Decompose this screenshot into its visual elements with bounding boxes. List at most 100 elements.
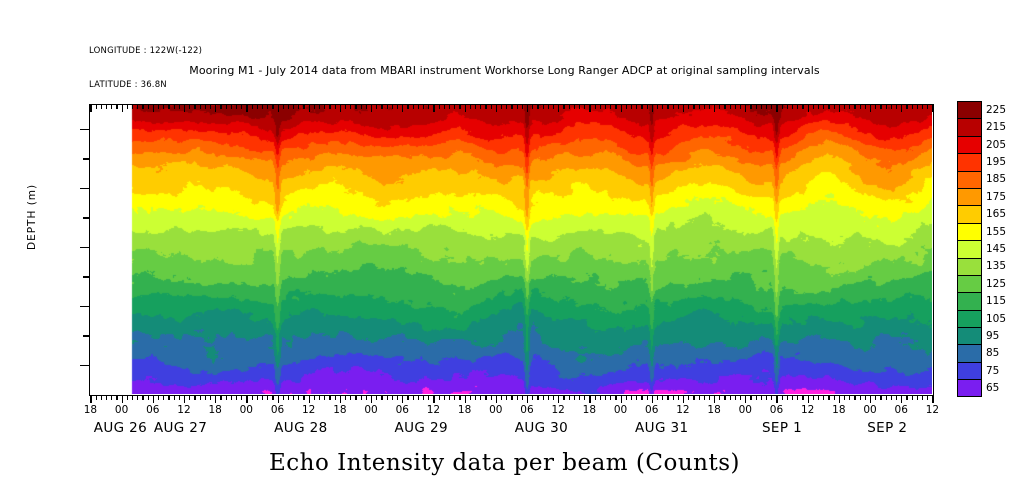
axis-tick xyxy=(781,104,783,109)
axis-tick xyxy=(308,104,310,112)
axis-tick xyxy=(714,394,716,403)
axis-tick xyxy=(833,104,835,109)
axis-tick xyxy=(682,394,685,403)
axis-tick xyxy=(459,394,461,400)
axis-tick xyxy=(319,394,321,400)
colorbar-band xyxy=(957,257,982,275)
axis-tick xyxy=(521,104,523,109)
axis-tick xyxy=(833,394,835,400)
axis-tick xyxy=(334,394,336,400)
axis-tick xyxy=(901,104,903,112)
axis-tick xyxy=(303,104,305,109)
axis-tick xyxy=(714,104,716,112)
axis-tick xyxy=(90,104,92,112)
axis-tick xyxy=(880,394,882,400)
axis-tick xyxy=(225,394,227,400)
axis-tick xyxy=(766,394,768,400)
x-axis-hour-label: 06 xyxy=(769,404,784,416)
axis-tick xyxy=(734,394,737,400)
axis-tick xyxy=(80,305,89,308)
axis-tick xyxy=(407,394,409,400)
axis-tick xyxy=(625,394,627,400)
axis-tick xyxy=(329,394,331,400)
axis-tick xyxy=(537,104,539,109)
axis-tick xyxy=(183,394,186,403)
axis-tick xyxy=(449,104,451,109)
axis-tick xyxy=(698,394,700,400)
axis-tick xyxy=(230,394,232,400)
axis-tick xyxy=(552,104,555,109)
axis-tick xyxy=(724,104,726,109)
x-axis-hour-label: 12 xyxy=(302,404,316,416)
colorbar-tick-label: 165 xyxy=(986,208,1007,221)
axis-tick xyxy=(116,394,118,400)
axis-tick xyxy=(246,394,248,403)
axis-tick xyxy=(599,104,601,109)
axis-tick xyxy=(532,394,534,400)
axis-tick xyxy=(480,104,482,109)
axis-tick xyxy=(807,394,809,403)
colorbar-tick-label: 175 xyxy=(986,190,1007,203)
axis-tick xyxy=(147,104,149,109)
axis-tick xyxy=(584,394,586,400)
axis-tick xyxy=(740,104,742,109)
colorbar-tick-label: 135 xyxy=(986,260,1007,273)
axis-tick xyxy=(241,394,243,400)
axis-tick xyxy=(80,128,89,131)
axis-tick xyxy=(656,104,659,109)
axis-tick xyxy=(464,394,466,403)
axis-tick xyxy=(812,104,815,109)
axis-tick xyxy=(511,394,513,400)
axis-tick xyxy=(412,104,414,109)
axis-tick xyxy=(516,104,518,109)
colorbar-band xyxy=(957,240,982,258)
axis-tick xyxy=(90,394,92,403)
axis-tick xyxy=(896,104,898,109)
axis-tick xyxy=(402,394,404,403)
axis-tick xyxy=(490,104,492,109)
axis-tick xyxy=(651,104,653,112)
axis-tick xyxy=(719,104,721,109)
axis-tick xyxy=(890,104,892,109)
axis-tick xyxy=(199,104,201,109)
axis-tick xyxy=(173,394,175,400)
axis-tick xyxy=(443,104,446,109)
x-axis-hour-label: 06 xyxy=(146,404,160,416)
axis-tick xyxy=(568,394,570,400)
colorbar-band xyxy=(957,118,982,136)
x-axis-day-label: AUG 28 xyxy=(274,420,328,436)
axis-tick xyxy=(495,104,497,112)
axis-tick xyxy=(760,394,763,400)
axis-tick xyxy=(651,394,653,403)
axis-tick xyxy=(293,104,295,109)
x-axis-hour-label: 00 xyxy=(738,404,752,416)
axis-tick xyxy=(802,104,804,109)
axis-tick xyxy=(80,246,89,249)
axis-tick xyxy=(823,104,825,109)
axis-tick xyxy=(599,394,601,400)
x-axis-day-label: SEP 1 xyxy=(761,420,803,436)
axis-tick xyxy=(594,104,596,109)
x-axis-hour-label: 18 xyxy=(83,404,98,416)
axis-tick xyxy=(532,104,534,109)
axis-tick xyxy=(365,394,368,400)
axis-tick xyxy=(885,104,887,109)
axis-tick xyxy=(693,104,695,109)
x-axis-day-label: AUG 30 xyxy=(514,420,569,436)
axis-tick xyxy=(443,394,446,400)
axis-tick xyxy=(615,394,617,400)
axis-tick xyxy=(360,104,362,109)
axis-tick xyxy=(121,394,123,403)
axis-tick xyxy=(355,104,357,109)
x-axis-day-label: AUG 31 xyxy=(635,420,689,436)
x-axis-hour-label: 00 xyxy=(489,404,503,416)
axis-tick xyxy=(885,394,887,400)
axis-tick xyxy=(854,104,856,109)
axis-tick xyxy=(698,104,700,109)
axis-tick xyxy=(423,394,425,400)
axis-tick xyxy=(256,394,258,400)
x-axis-hour-label: 18 xyxy=(457,404,472,416)
axis-tick xyxy=(178,394,180,400)
axis-tick xyxy=(807,104,809,112)
x-axis-hour-label: 00 xyxy=(114,404,129,416)
